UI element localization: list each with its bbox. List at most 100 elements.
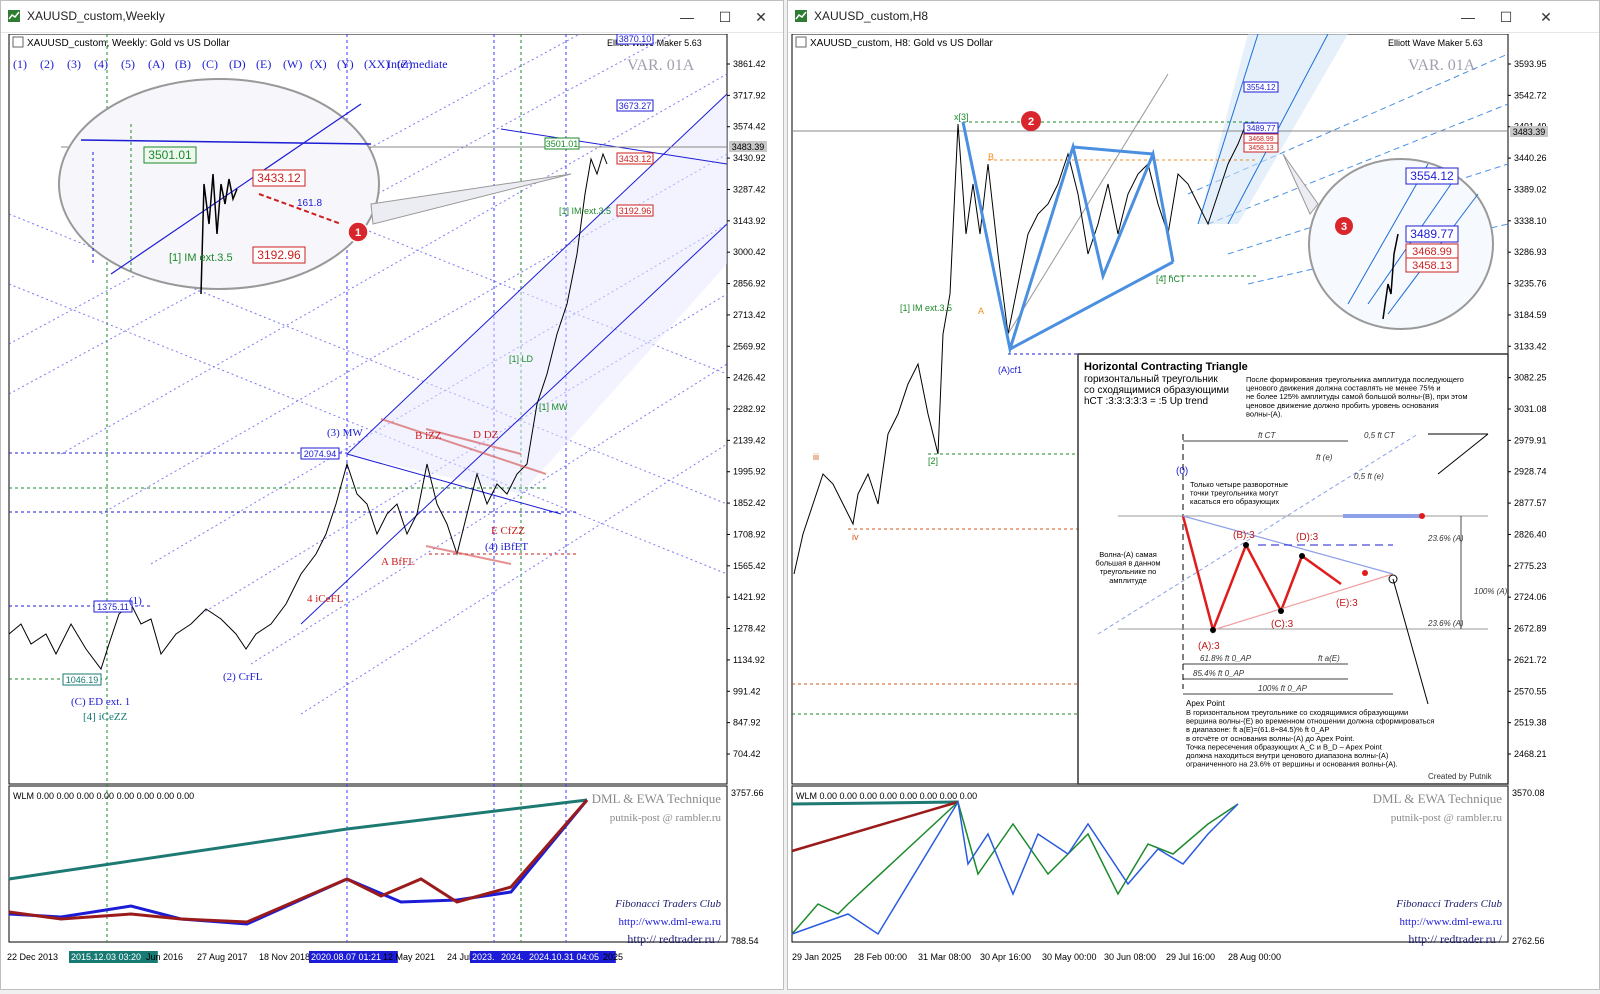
current-price-marker	[1510, 126, 1548, 137]
price-tick-label-7: 3235.76	[1514, 279, 1547, 289]
degree-button-3[interactable]: (4)	[94, 57, 108, 71]
wave-labels: x[3] (A)cf1 iv iii [1] IM ext.3.5 [4] hC…	[813, 112, 1186, 542]
degree-button-14[interactable]: (Z)	[397, 57, 412, 71]
time-label-8: 2023.	[472, 952, 495, 962]
label-ict: [4] hCT	[1156, 274, 1186, 284]
degree-button-10[interactable]: (W)	[283, 57, 302, 71]
price-tick-label-17: 1421.92	[733, 592, 766, 602]
price-tick-label-10: 2426.42	[733, 373, 766, 383]
zoom-price-low: 3192.96	[257, 248, 301, 262]
price-tick-label-5: 3143.92	[733, 216, 766, 226]
chart-app-icon	[8, 10, 20, 22]
price-boxes: 3554.12 3489.77 3468.99 3458.13	[1243, 81, 1279, 153]
zoom-box-p4: 3458.13	[1412, 260, 1452, 272]
close-button[interactable]: ✕	[755, 9, 767, 25]
price-tick-label-15: 1708.92	[733, 529, 766, 539]
credit-3: http://www.dml-ewa.ru	[618, 916, 721, 928]
degree-button-5[interactable]: (A)	[148, 57, 165, 71]
degree-button-row[interactable]: (1) (2) (3) (4) (5) (A) (B) (C) (D) (E) (W) (X) (Y) (…	[13, 57, 412, 71]
panel-note-right: После формирования треугольника амплитуд…	[1246, 375, 1467, 418]
osc-label: WLM 0.00 0.00 0.00 0.00 0.00 0.00 0.00 0…	[13, 791, 194, 801]
pt-c: (C):3	[1271, 619, 1294, 630]
current-price: 3483.39	[732, 142, 765, 152]
credit-0: DML & EWA Technique	[1373, 791, 1503, 806]
price-tick-label-16: 2775.23	[1514, 561, 1547, 571]
credit-2: Fibonacci Traders Club	[1395, 898, 1502, 910]
degree-button-13[interactable]: (XX)	[364, 57, 389, 71]
brand-label: Elliott Wave Maker 5.63	[607, 38, 702, 48]
time-label-10: 2024.10.31 04:05	[529, 952, 599, 962]
degree-button-11[interactable]: (X)	[310, 57, 327, 71]
h8-chart[interactable]: 3554.12 3489.77 3468.99 3458.13 3 2 3554…	[788, 33, 1599, 989]
pt-a: (A):3	[1198, 641, 1220, 652]
credit-0: DML & EWA Technique	[592, 791, 722, 806]
maximize-button[interactable]: ☐	[718, 9, 732, 25]
osc-lines	[791, 799, 1239, 936]
chart-icon	[795, 36, 807, 48]
degree-button-0[interactable]: (1)	[13, 57, 27, 71]
degree-button-6[interactable]: (B)	[175, 57, 191, 71]
zoom-bubble	[1308, 158, 1494, 330]
h8-chart-window[interactable]: XAUUSD_custom,H8 — ☐ ✕	[787, 0, 1600, 990]
degree-button-2[interactable]: (3)	[67, 57, 81, 71]
price-tick-label-11: 3031.08	[1514, 404, 1547, 414]
dim-r2: 85.4% ft 0_AP	[1193, 669, 1245, 678]
price-tick-label-12: 2979.91	[1514, 435, 1547, 445]
badge-1	[347, 221, 369, 243]
weekly-chart-window[interactable]: XAUUSD_custom,Weekly — ☐ ✕	[0, 0, 784, 990]
price-tick-label-1: 3717.92	[733, 90, 766, 100]
close-button[interactable]: ✕	[1540, 9, 1552, 25]
degree-label: Intermediate	[387, 57, 448, 71]
titlebar[interactable]: XAUUSD_custom,Weekly — ☐ ✕	[1, 1, 783, 33]
weekly-chart[interactable]: 3501.01 3433.12 3192.96 [1] IM ext.3.5 1…	[1, 0, 783, 989]
degree-button-9[interactable]: (E)	[256, 57, 271, 71]
time-highlight-10	[527, 951, 616, 963]
triangle-info-panel: Horizontal Contracting Triangle горизонт…	[1077, 353, 1509, 785]
titlebar[interactable]: XAUUSD_custom,H8 — ☐ ✕	[788, 1, 1599, 33]
minimize-button[interactable]: —	[1461, 9, 1475, 25]
zoom-fib: 161.8	[297, 198, 322, 209]
price-tick-label-6: 3286.93	[1514, 247, 1547, 257]
note-right-line-0: После формирования треугольника амплитуд…	[1246, 375, 1464, 384]
degree-button-1[interactable]: (2)	[40, 57, 54, 71]
credit-1: putnik-post @ rambler.ru	[610, 812, 722, 824]
current-price-marker	[729, 141, 767, 152]
price-box-p1: 3673.27	[619, 101, 652, 111]
time-label-5: 30 Jun 08:00	[1104, 952, 1156, 962]
badge-3-label: 3	[1341, 221, 1347, 233]
time-label-7: 24 Jul	[447, 952, 471, 962]
note-left-line-1: большая в данном	[1095, 559, 1160, 568]
dim-p236a: 23.6% (A)	[1427, 534, 1464, 543]
price-tick-label-10: 3082.25	[1514, 373, 1547, 383]
label-a-bffl: A BfFL	[381, 556, 415, 568]
credits: DML & EWA Technique putnik-post @ rambler…	[1373, 791, 1503, 946]
osc-tick-bottom: 788.54	[731, 936, 759, 946]
time-highlight-1	[69, 951, 158, 963]
label-mw3: (3) MW	[327, 427, 363, 439]
time-label-7: 28 Aug 00:00	[1228, 952, 1281, 962]
maximize-button[interactable]: ☐	[1499, 9, 1513, 25]
dim-r3: 100% ft 0_AP	[1258, 684, 1308, 693]
osc-tick-top: 3570.08	[1512, 788, 1545, 798]
degree-button-12[interactable]: (Y)	[337, 57, 354, 71]
zoom-pointer	[370, 173, 572, 225]
minimize-button[interactable]: —	[680, 9, 694, 25]
note-left-line-3: амплитуде	[1109, 576, 1147, 585]
credit-2: Fibonacci Traders Club	[614, 898, 721, 910]
window-title: XAUUSD_custom,Weekly	[27, 9, 165, 23]
dim-p100: 100% (A)	[1474, 587, 1508, 596]
degree-button-7[interactable]: (C)	[202, 57, 218, 71]
apex-text-line-5: должна находиться внутри ценового диапаз…	[1186, 751, 1389, 760]
price-tick-label-17: 2724.06	[1514, 592, 1547, 602]
degree-button-4[interactable]: (5)	[121, 57, 135, 71]
price-box-p3: 3192.96	[619, 206, 652, 216]
osc-tick-bottom: 2762.56	[1512, 936, 1545, 946]
apex-text-line-6: ограниченного на 23.6% от вершины и осно…	[1186, 760, 1398, 769]
degree-button-8[interactable]: (D)	[229, 57, 246, 71]
var-label: VAR. 01A	[1408, 57, 1476, 74]
chart-icon	[12, 36, 24, 48]
note-points-line-0: Только четыре разворотные	[1190, 480, 1288, 489]
price-tick-label-8: 3184.59	[1514, 310, 1547, 320]
